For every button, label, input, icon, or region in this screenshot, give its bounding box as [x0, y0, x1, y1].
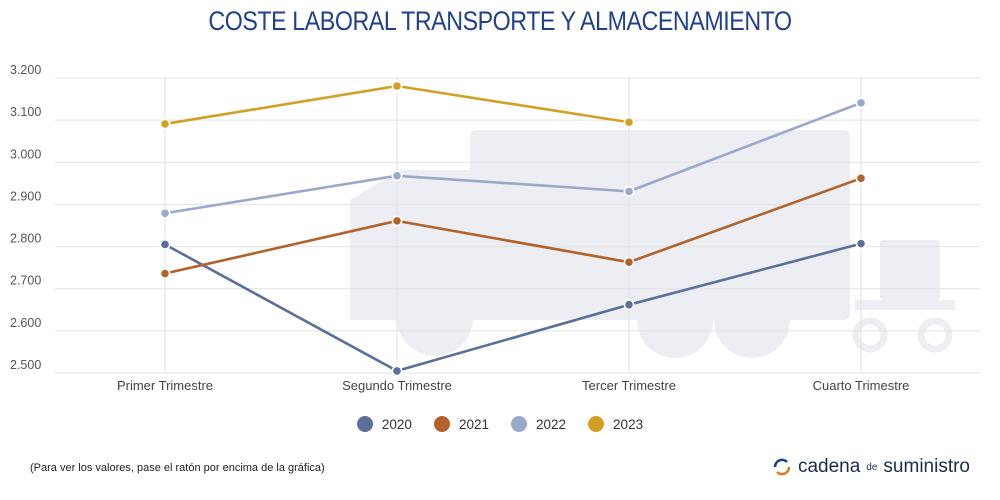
data-point-2020[interactable] [159, 239, 171, 250]
x-tick-label: Tercer Trimestre [582, 378, 676, 393]
y-tick-label: 2.500 [10, 358, 41, 372]
brand-arrows-icon [773, 458, 791, 476]
legend-label-2022: 2022 [536, 416, 567, 432]
legend-swatch-2021 [433, 416, 450, 432]
series-line-2021 [164, 177, 862, 275]
brand-text-suministro: suministro [883, 456, 970, 477]
legend-swatch-2023 [588, 416, 605, 432]
brand-text-de: de [866, 461, 878, 473]
x-tick-label: Cuarto Trimestre [813, 378, 910, 393]
data-point-2023[interactable] [159, 118, 171, 130]
y-tick-label: 3.000 [10, 147, 41, 161]
data-point-2021[interactable] [855, 172, 867, 184]
data-point-2021[interactable] [159, 268, 171, 279]
legend-item-2021[interactable]: 2021 [433, 416, 489, 432]
data-point-2021[interactable] [623, 256, 635, 268]
legend-swatch-2020 [356, 416, 373, 432]
hover-hint-note: (Para ver los valores, pase el ratón por… [30, 462, 325, 474]
y-tick-label: 2.900 [10, 189, 41, 203]
x-tick-label: Primer Trimestre [117, 378, 213, 393]
x-tick-label: Segundo Trimestre [342, 378, 452, 393]
data-point-2022[interactable] [391, 170, 403, 182]
data-point-2023[interactable] [391, 80, 403, 92]
y-tick-label: 3.200 [10, 63, 41, 77]
data-point-2020[interactable] [855, 238, 867, 250]
chart-legend: 2020 2021 2022 2023 [0, 416, 1000, 432]
legend-label-2021: 2021 [458, 416, 489, 432]
series-line-2022 [164, 101, 862, 215]
data-point-2022[interactable] [623, 185, 635, 197]
brand-logo: cadena de suministro [772, 456, 970, 478]
legend-item-2020[interactable]: 2020 [356, 416, 412, 432]
data-point-2020[interactable] [623, 299, 635, 311]
legend-swatch-2022 [511, 416, 527, 432]
chart-title: COSTE LABORAL TRANSPORTE Y ALMACENAMIENT… [208, 6, 792, 36]
y-tick-label: 2.800 [10, 232, 41, 246]
data-point-2022[interactable] [855, 97, 867, 109]
y-tick-label: 2.600 [10, 316, 41, 330]
y-tick-label: 3.100 [10, 105, 41, 119]
legend-label-2020: 2020 [381, 416, 412, 432]
legend-item-2022[interactable]: 2022 [511, 416, 566, 432]
data-point-2020[interactable] [391, 365, 403, 377]
line-chart[interactable]: 2.500 2.600 2.700 2.800 2.900 3.000 3.100 3.200… [0, 0, 1000, 410]
series-line-2020 [164, 242, 862, 373]
legend-label-2023: 2023 [613, 416, 644, 432]
legend-item-2023[interactable]: 2023 [588, 416, 643, 432]
data-point-2022[interactable] [159, 207, 171, 219]
brand-text-cadena: cadena [797, 456, 861, 477]
y-tick-label: 2.700 [10, 274, 41, 288]
data-point-2023[interactable] [623, 116, 635, 128]
data-point-2021[interactable] [391, 215, 403, 227]
